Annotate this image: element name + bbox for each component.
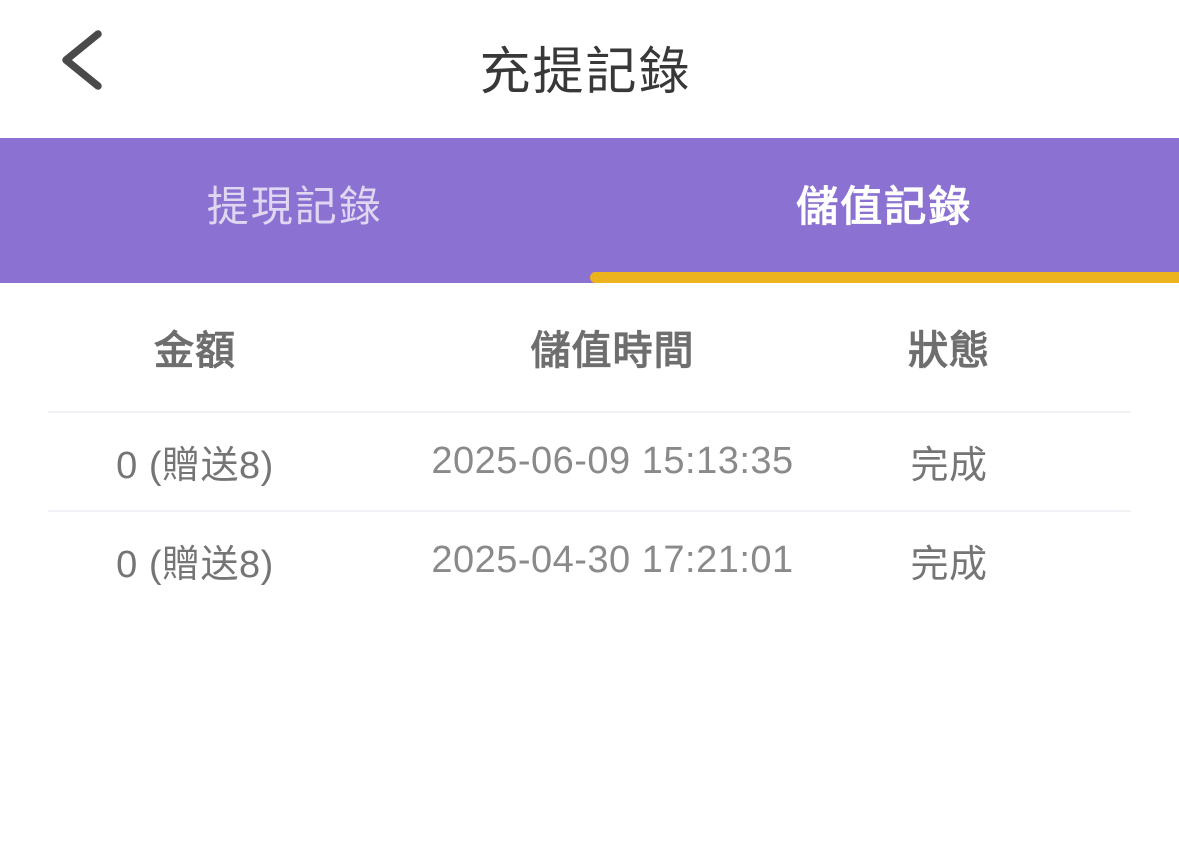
tab-deposit-record[interactable]: 儲值記錄 xyxy=(590,138,1179,283)
tab-bar: 提現記錄 儲值記錄 xyxy=(0,138,1179,283)
cell-time: 2025-04-30 17:21:01 xyxy=(431,539,794,581)
column-header-status: 狀態 xyxy=(908,329,990,373)
active-tab-indicator xyxy=(590,272,1179,283)
table-row[interactable]: 0 (贈送8) 2025-04-30 17:21:01 完成 xyxy=(0,512,1179,609)
tab-deposit-record-label: 儲值記錄 xyxy=(796,182,973,230)
row-divider xyxy=(48,411,1131,413)
tab-withdraw-record-label: 提現記錄 xyxy=(206,182,383,230)
cell-time: 2025-06-09 15:13:35 xyxy=(431,440,794,482)
column-header-amount: 金額 xyxy=(154,329,236,373)
back-button[interactable] xyxy=(34,14,130,106)
cell-status: 完成 xyxy=(910,445,988,487)
chevron-left-icon xyxy=(54,29,110,91)
table-header-row: 金額 儲值時間 狀態 xyxy=(0,283,1179,411)
table-row[interactable]: 0 (贈送8) 2025-06-09 15:13:35 完成 xyxy=(0,413,1179,510)
page-title: 充提記錄 xyxy=(479,42,692,100)
record-table: 金額 儲值時間 狀態 0 (贈送8) 2025-06-09 15:13:35 完… xyxy=(0,283,1179,864)
cell-amount: 0 (贈送8) xyxy=(116,544,274,586)
cell-amount: 0 (贈送8) xyxy=(116,445,274,487)
navigation-bar: 充提記錄 xyxy=(0,0,1179,138)
cell-status: 完成 xyxy=(910,544,988,586)
column-header-time: 儲值時間 xyxy=(530,329,695,373)
row-divider xyxy=(48,510,1131,512)
tab-withdraw-record[interactable]: 提現記錄 xyxy=(0,138,590,283)
empty-list-area xyxy=(0,609,1179,864)
